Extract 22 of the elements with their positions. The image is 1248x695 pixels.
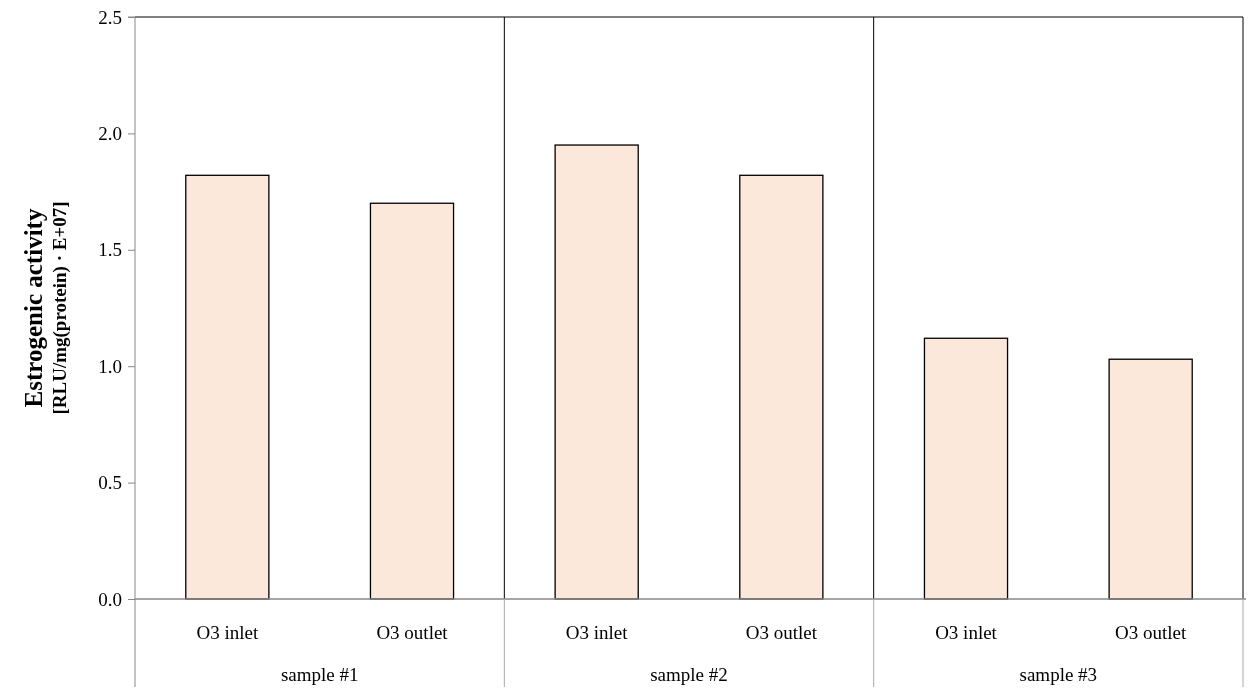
text: sample #1 — [280, 664, 359, 685]
y-tick-label: 1.0 — [98, 355, 122, 377]
x-tick-label: O3 inlet — [196, 622, 259, 643]
bar — [369, 202, 455, 600]
text: sample #3 — [1019, 664, 1098, 685]
bar — [739, 174, 824, 600]
x-tick-label: O3 inlet — [565, 622, 629, 643]
bar — [185, 174, 270, 600]
x-tick-label: O3 inlet — [935, 622, 998, 643]
x-tick-label: O3 outlet — [745, 622, 818, 643]
text: sample #2 — [650, 664, 728, 685]
y-tick-label: 1.5 — [98, 239, 122, 261]
y-tick-label: 0.0 — [98, 588, 122, 610]
y-tick-label: 0.5 — [98, 472, 122, 494]
bar — [1108, 358, 1193, 600]
y-axis-title: Estrogenic activity [RLU/mg(protein) · E+07] — [20, 201, 71, 415]
bar — [554, 144, 639, 600]
x-tick-label: O3 outlet — [1115, 622, 1187, 643]
y-tick-label: 2.5 — [98, 6, 122, 28]
y-tick-label: 2.0 — [98, 122, 122, 144]
bar — [923, 337, 1009, 600]
x-tick-label: O3 outlet — [376, 622, 449, 643]
